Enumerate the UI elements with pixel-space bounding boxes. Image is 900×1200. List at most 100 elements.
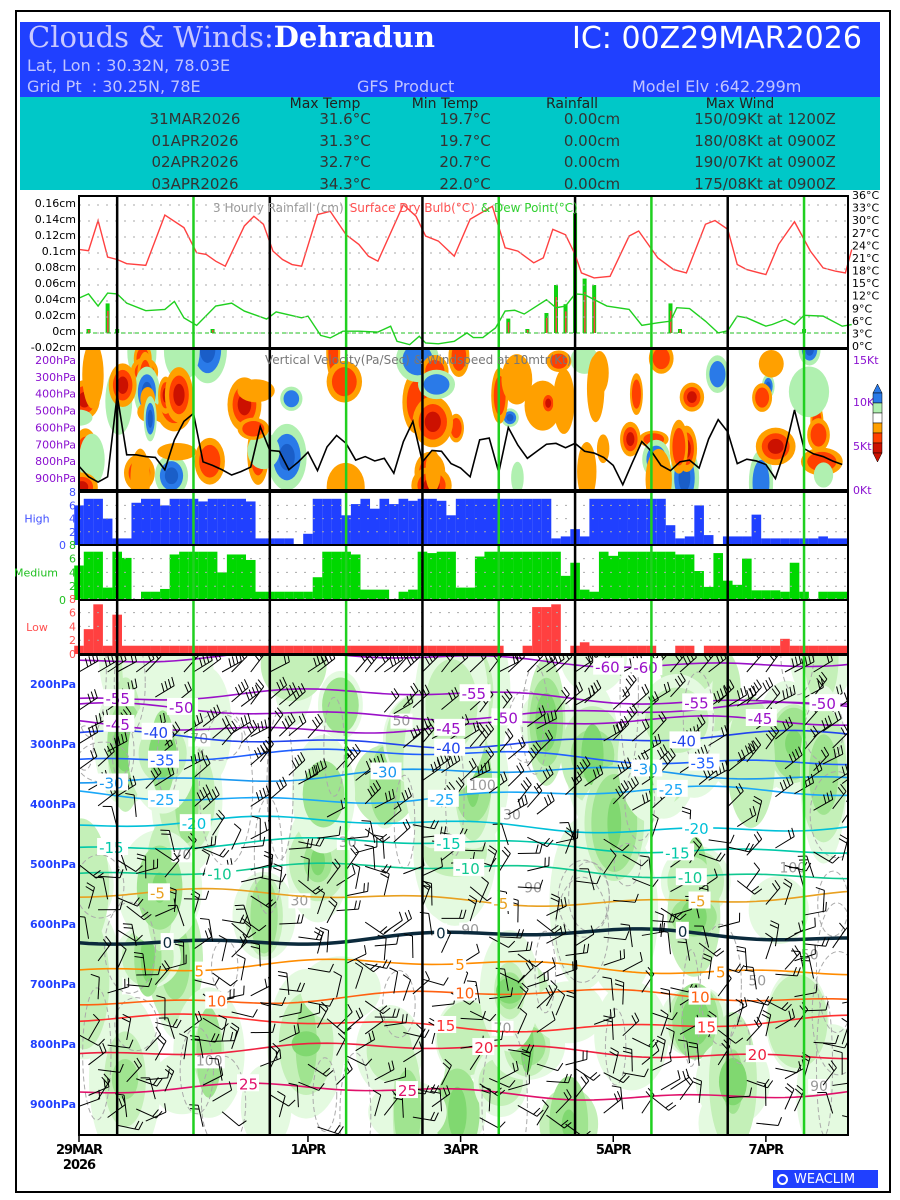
barb-shaft [631, 1049, 633, 1072]
barb-feather [323, 758, 327, 768]
wind-barb [218, 1014, 228, 1041]
barb-feather [276, 707, 284, 716]
wind-barb [88, 1042, 107, 1066]
barb-feather [208, 928, 213, 937]
wind-barb [622, 1012, 640, 1037]
barb-feather [762, 682, 768, 692]
wind-barb [346, 882, 369, 897]
barb-feather [201, 750, 205, 760]
barb-feather [157, 965, 161, 975]
barb-feather [661, 711, 667, 720]
isotherm-label-bg [809, 694, 841, 712]
barb-feather [329, 998, 335, 1007]
barb-feather [264, 719, 268, 729]
barb-feather [487, 848, 496, 856]
cloud-bar-medium [408, 589, 418, 600]
barb-feather [389, 967, 398, 973]
barb-feather [449, 756, 454, 765]
barb-feather [643, 749, 649, 759]
cloud-bar-high [169, 498, 180, 545]
isotherm-label-bg [688, 987, 711, 1005]
wind-barb [319, 926, 330, 953]
cloud-bar-low [102, 645, 113, 654]
barb-feather [401, 1014, 404, 1024]
cloud-bar-high [742, 536, 752, 545]
vv-pressure-label: 700hPa [35, 438, 76, 451]
downward-motion-contour [752, 459, 770, 490]
barb-shaft [517, 1013, 528, 1035]
barb-shaft [632, 878, 653, 888]
wind-barb [145, 1068, 170, 1081]
wind-barb [278, 712, 296, 737]
barb-feather [365, 656, 372, 665]
isotherm-label-bg [192, 961, 206, 979]
cloud-bar-high [684, 536, 695, 545]
wind-barb [651, 711, 667, 736]
cloud-tick-label: 2 [69, 526, 76, 539]
wind-barb [765, 999, 792, 1012]
isotherm-label: -10 [678, 869, 703, 887]
wind-barb [279, 1003, 302, 1018]
barb-shaft [202, 1074, 223, 1086]
barb-feather [276, 781, 281, 791]
barb-feather [671, 1012, 678, 1021]
barb-shaft [231, 829, 242, 850]
cloud-bar-low [808, 645, 819, 654]
barb-feather [372, 1089, 381, 1096]
barb-feather [830, 655, 833, 661]
cloud-bar-medium [150, 591, 161, 600]
rh-label-bg [193, 1053, 225, 1069]
barb-feather [214, 835, 217, 845]
cloud-bar-low [598, 645, 609, 654]
isotherm-label-bg [688, 753, 720, 771]
wind-barb [154, 960, 171, 985]
barb-feather [833, 1049, 843, 1054]
barb-feather [753, 682, 760, 691]
barb-feather [506, 689, 513, 697]
rain-bar-convective [593, 297, 596, 333]
wind-barb [622, 703, 638, 729]
wind-barb [765, 879, 781, 905]
barb-feather [644, 718, 650, 728]
windspeed-line [78, 394, 843, 487]
barb-feather [328, 655, 333, 662]
barb-feather [563, 1073, 568, 1083]
barb-feather [388, 790, 392, 800]
summary-wind-cell: 180/08Kt at 0900Z [694, 131, 836, 150]
barb-feather [656, 1039, 665, 1045]
barb-feather [665, 1102, 674, 1109]
barb-feather [752, 799, 761, 805]
downward-motion-contour [283, 390, 300, 408]
barb-feather [768, 677, 774, 686]
upward-motion-contour [596, 434, 610, 464]
colorbar-segment [872, 442, 883, 454]
cloud-bar-high [236, 498, 247, 545]
barb-shaft [155, 848, 174, 862]
cloud-bar-medium [160, 588, 170, 600]
barb-feather [308, 768, 312, 778]
barb-feather [738, 964, 745, 973]
rain-bar-convective [679, 330, 682, 333]
wind-barb [803, 678, 824, 699]
barb-feather [94, 689, 98, 699]
barb-feather [525, 962, 532, 971]
barb-feather [196, 792, 202, 801]
barb-feather [84, 658, 89, 668]
wind-barb [678, 1039, 691, 1064]
wind-barb [298, 879, 324, 895]
barb-feather [874, 1079, 875, 1088]
temp-tick-label: 18°C [852, 265, 879, 278]
isotherm-label: 0 [678, 923, 688, 941]
wind-barb [279, 914, 304, 925]
barb-feather [772, 883, 778, 892]
barb-feather [226, 726, 232, 735]
barb-feather [202, 757, 208, 767]
barb-feather [770, 727, 777, 735]
barb-feather [351, 862, 361, 868]
cloud-bar-high [198, 501, 208, 545]
isotherm-label-bg [434, 718, 466, 736]
barb-feather [820, 749, 827, 758]
barb-feather [619, 950, 622, 960]
barb-feather [622, 1075, 630, 1083]
barb-feather [318, 1082, 325, 1091]
